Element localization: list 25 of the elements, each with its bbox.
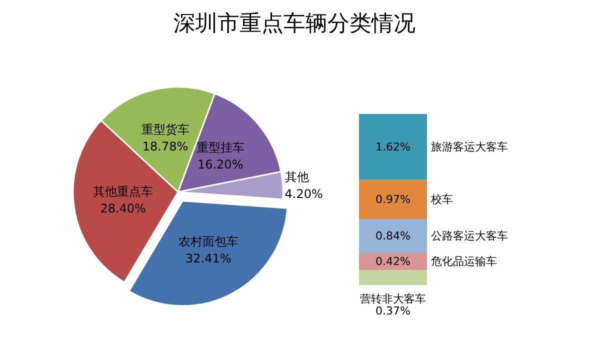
series-label: 公路客运大客车 bbox=[431, 229, 508, 242]
slice-label: 其他 bbox=[284, 170, 309, 184]
data-label: 0.84% bbox=[376, 229, 410, 242]
series-label: 校车 bbox=[430, 192, 453, 206]
data-label: 16.20% bbox=[197, 158, 244, 172]
series-label: 旅游客运大客车 bbox=[431, 140, 508, 154]
series-label: 危化品运输车 bbox=[431, 255, 497, 268]
slice-label: 重型挂车 bbox=[196, 140, 244, 155]
data-label: 32.41% bbox=[186, 252, 232, 266]
data-label: 4.20% bbox=[284, 186, 323, 201]
series-label: 营转非大客车 bbox=[360, 292, 426, 306]
chart-title: 深圳市重点车辆分类情况 bbox=[174, 12, 416, 36]
data-label: 18.78% bbox=[142, 139, 188, 154]
bar bbox=[359, 270, 427, 285]
data-label: 0.97% bbox=[376, 192, 410, 206]
data-label: 0.37% bbox=[376, 304, 410, 318]
slice-label: 农村面包车 bbox=[178, 234, 238, 249]
bar bbox=[359, 218, 427, 253]
slice-label: 重型货车 bbox=[141, 122, 190, 136]
slice-label: 其他重点车 bbox=[93, 184, 154, 198]
bar bbox=[359, 180, 427, 219]
data-label: 28.40% bbox=[100, 201, 146, 216]
data-label: 1.62% bbox=[376, 140, 410, 154]
data-label: 0.42% bbox=[376, 255, 410, 268]
bar bbox=[359, 114, 427, 180]
